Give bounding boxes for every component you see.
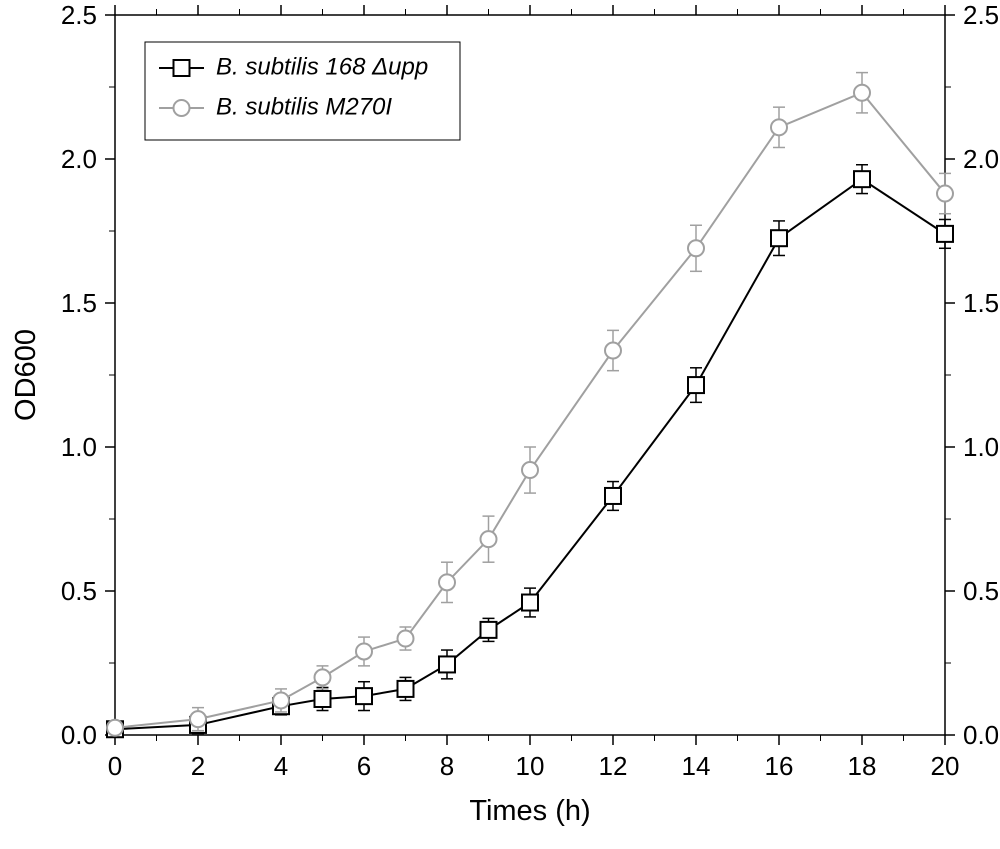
chart-container: 024681012141618200.00.00.50.51.01.01.51.… [0, 0, 1000, 849]
growth-curve-chart: 024681012141618200.00.00.50.51.01.01.51.… [0, 0, 1000, 849]
x-tick-label: 2 [191, 751, 205, 781]
x-tick-label: 16 [765, 751, 794, 781]
y-axis-label: OD600 [10, 329, 42, 421]
legend-label: B. subtilis 168 Δupp [216, 53, 428, 80]
legend: B. subtilis 168 Δupp B. subtilis M270I [145, 42, 460, 140]
y-tick-label-right: 1.5 [963, 288, 999, 318]
y-tick-label-right: 0.0 [963, 720, 999, 750]
x-tick-label: 4 [274, 751, 288, 781]
y-tick-label-left: 0.0 [61, 720, 97, 750]
x-axis-label: Times (h) [469, 795, 590, 827]
x-tick-label: 14 [682, 751, 711, 781]
legend-label: B. subtilis M270I [216, 93, 392, 120]
x-tick-label: 18 [848, 751, 877, 781]
y-tick-label-left: 1.5 [61, 288, 97, 318]
y-tick-label-right: 0.5 [963, 576, 999, 606]
y-tick-label-left: 2.5 [61, 0, 97, 30]
x-tick-label: 0 [108, 751, 122, 781]
y-tick-label-left: 1.0 [61, 432, 97, 462]
x-tick-label: 8 [440, 751, 454, 781]
x-tick-label: 12 [599, 751, 628, 781]
y-tick-label-right: 1.0 [963, 432, 999, 462]
y-tick-label-left: 0.5 [61, 576, 97, 606]
x-tick-label: 6 [357, 751, 371, 781]
y-tick-label-right: 2.5 [963, 0, 999, 30]
y-tick-label-left: 2.0 [61, 144, 97, 174]
x-tick-label: 20 [931, 751, 960, 781]
y-tick-label-right: 2.0 [963, 144, 999, 174]
x-tick-label: 10 [516, 751, 545, 781]
